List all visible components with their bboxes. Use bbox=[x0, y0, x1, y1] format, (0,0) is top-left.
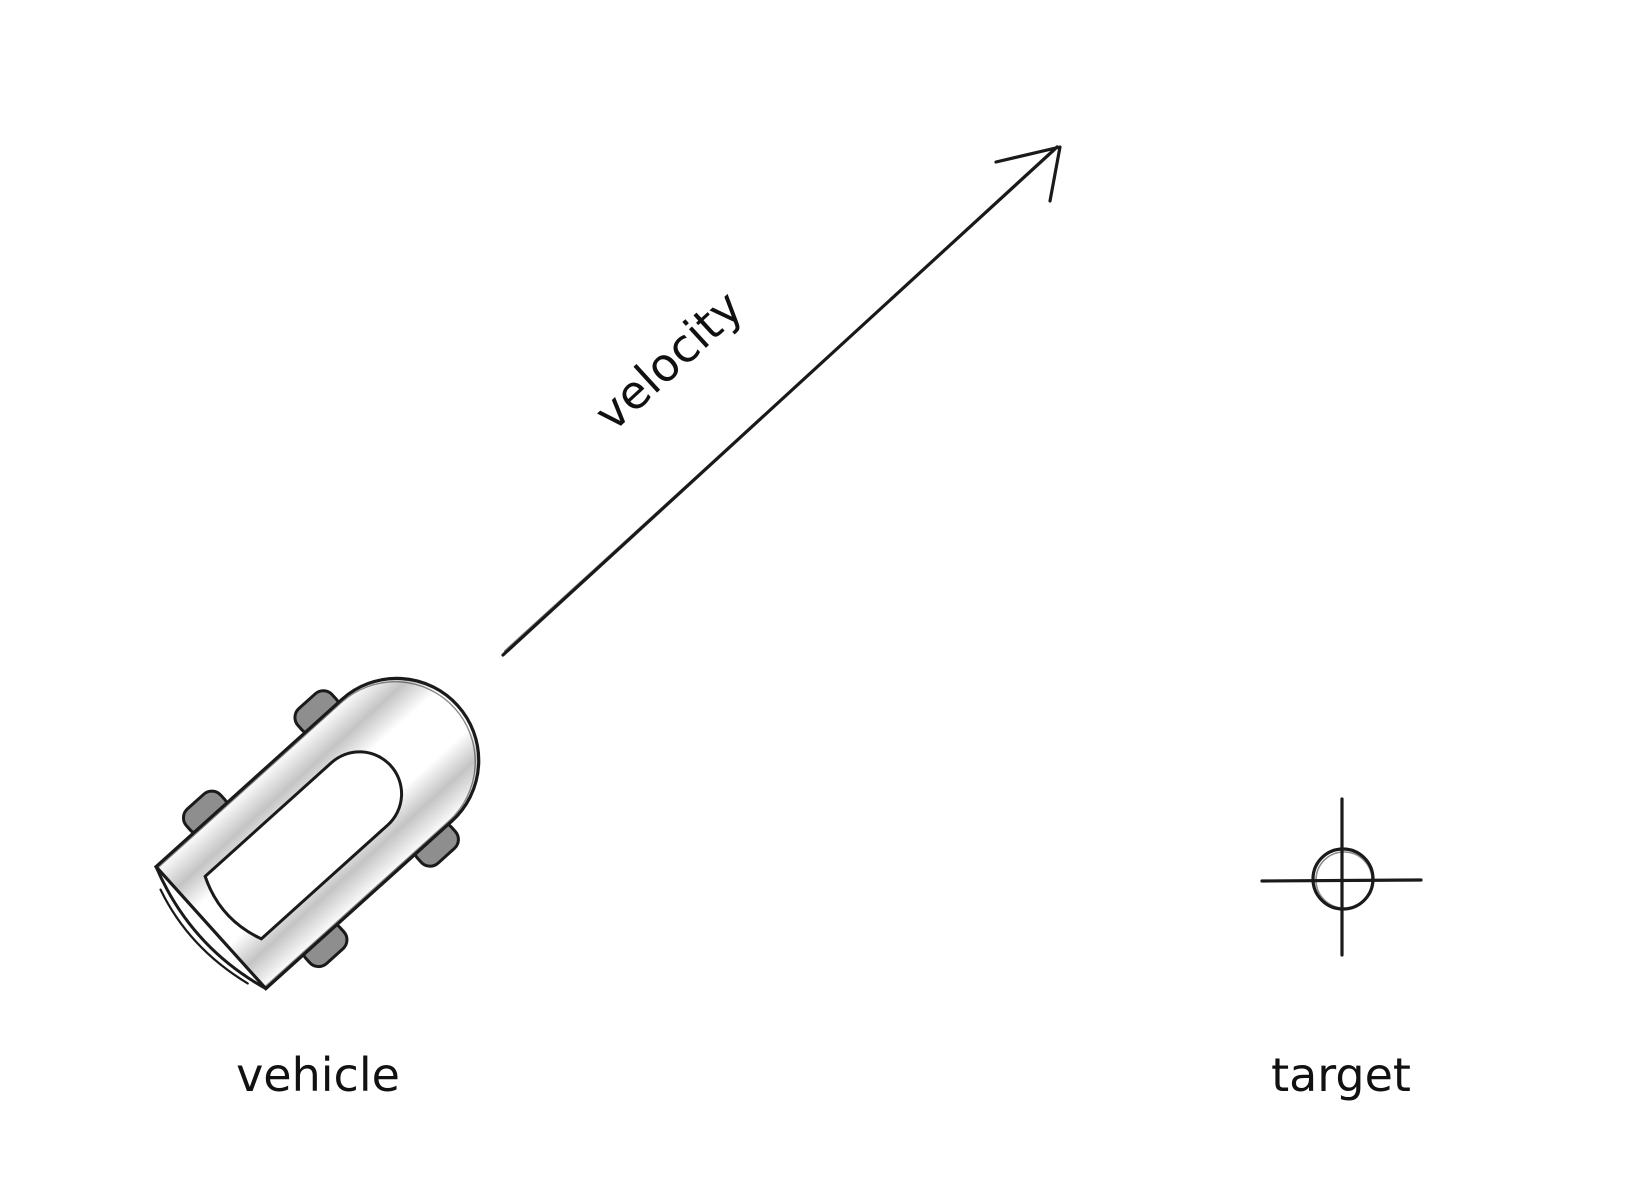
velocity-label: velocity bbox=[584, 280, 753, 441]
vehicle-car-icon bbox=[153, 676, 481, 991]
target-label: target bbox=[1271, 1048, 1411, 1102]
vehicle-label: vehicle bbox=[236, 1048, 400, 1102]
velocity-arrow-icon bbox=[501, 145, 1062, 657]
vehicle-cabin bbox=[203, 750, 404, 941]
target-crosshair-icon bbox=[1260, 797, 1423, 957]
